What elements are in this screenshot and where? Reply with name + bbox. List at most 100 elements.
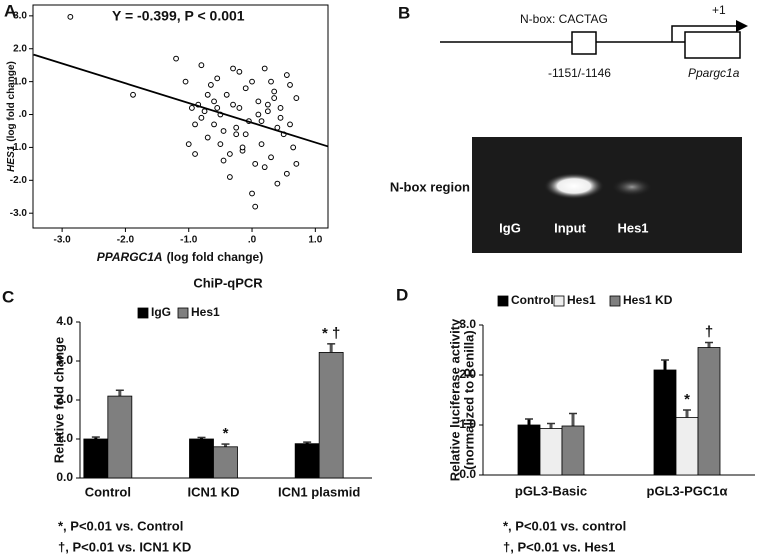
significance-mark: † <box>705 323 713 340</box>
point <box>185 141 192 148</box>
legend-swatch <box>137 307 149 319</box>
promoter-diagram <box>440 20 748 59</box>
point <box>261 65 268 72</box>
axis-label: Relative luciferase activity <box>447 318 462 481</box>
fit-line <box>33 53 329 148</box>
point <box>201 108 208 115</box>
point <box>283 170 290 177</box>
y-tick-label: 1.0 <box>459 417 476 431</box>
point <box>261 164 268 171</box>
point <box>268 78 274 85</box>
lane-label: Hes1 <box>617 220 648 235</box>
bar <box>697 347 721 476</box>
point <box>239 144 246 151</box>
legend-swatch <box>177 307 189 319</box>
point <box>188 105 195 111</box>
point <box>214 75 221 82</box>
footnote: †, P<0.01 vs. ICN1 KD <box>58 539 191 554</box>
bar <box>83 438 109 479</box>
lane-label: Input <box>554 220 586 235</box>
bar <box>213 446 238 479</box>
y-tick-label: 0.0 <box>459 467 476 481</box>
x-tick-label: ICN1 plasmid <box>278 484 360 499</box>
bar <box>675 417 699 476</box>
point <box>283 72 290 78</box>
point <box>255 111 262 118</box>
point <box>264 101 271 108</box>
point <box>264 108 271 115</box>
tss-label: +1 <box>712 3 726 17</box>
point <box>258 141 265 148</box>
point <box>230 65 236 72</box>
point <box>223 91 230 98</box>
point <box>226 174 233 180</box>
axis-label-part: PPARGC1A <box>97 250 163 264</box>
y-tick-label: 3.0 <box>56 353 73 367</box>
point <box>252 203 259 210</box>
point <box>220 157 227 164</box>
y-tick-label: 3.0 <box>459 317 476 331</box>
point <box>198 114 205 121</box>
point <box>220 128 227 134</box>
point <box>249 78 255 85</box>
y-tick-label: -1.0 <box>10 142 28 153</box>
point <box>204 91 211 98</box>
legend-swatch <box>497 295 509 307</box>
point <box>242 131 249 138</box>
point <box>255 98 262 105</box>
y-tick-label: .0 <box>19 109 28 120</box>
point <box>198 62 205 69</box>
point <box>192 151 198 157</box>
axis-label: (normalized to Renilla) <box>461 330 476 469</box>
point <box>214 105 221 111</box>
point <box>204 134 211 141</box>
point <box>211 98 217 105</box>
point <box>271 88 278 95</box>
gene-label: Ppargc1a <box>688 66 740 80</box>
point <box>242 85 249 92</box>
x-tick-label: -1.0 <box>180 235 198 246</box>
panel-label: D <box>396 285 408 304</box>
bar <box>653 369 677 476</box>
point <box>258 118 265 125</box>
bar <box>318 352 344 479</box>
y-tick-label: 2.0 <box>56 392 73 406</box>
significance-mark: * † <box>322 325 340 342</box>
axis-label-part: (log fold change) <box>167 250 264 264</box>
point <box>67 13 74 20</box>
x-tick-label: -3.0 <box>54 235 72 246</box>
y-tick-label: 4.0 <box>56 314 73 328</box>
plot-frame <box>32 4 329 229</box>
legend-label: Hes1 KD <box>623 293 673 307</box>
point <box>290 144 297 151</box>
position-label: -1151/-1146 <box>548 66 611 80</box>
y-tick-label: 2.0 <box>13 43 27 54</box>
x-tick-label: -2.0 <box>117 235 135 246</box>
point <box>233 124 240 131</box>
point <box>252 160 259 167</box>
point <box>192 121 198 128</box>
y-tick-label: -2.0 <box>10 175 28 186</box>
significance-mark: * <box>223 425 229 442</box>
axis-label-part: HES1 <box>6 145 17 172</box>
axis-label: HES1 (log fold change) <box>6 61 17 172</box>
axis-label: PPARGC1A (log fold change) <box>97 250 263 264</box>
point <box>277 114 284 121</box>
chart-title: ChiP-qPCR <box>193 275 263 290</box>
legend-swatch <box>609 295 621 307</box>
x-tick-label: pGL3-PGC1α <box>647 483 728 498</box>
gel-band <box>612 178 652 196</box>
legend-label: IgG <box>151 305 171 319</box>
axis-label: Relative fold change <box>51 337 66 463</box>
bar <box>107 395 133 479</box>
y-tick-label: 2.0 <box>459 367 476 381</box>
row-label: N-box region <box>390 179 470 194</box>
panel-label: B <box>398 3 410 22</box>
point <box>274 180 281 187</box>
point <box>207 82 214 88</box>
bar <box>539 428 563 476</box>
point <box>293 95 300 101</box>
footnote: *, P<0.01 vs. control <box>503 518 626 533</box>
x-tick-label: .0 <box>248 235 257 246</box>
point <box>287 82 293 88</box>
